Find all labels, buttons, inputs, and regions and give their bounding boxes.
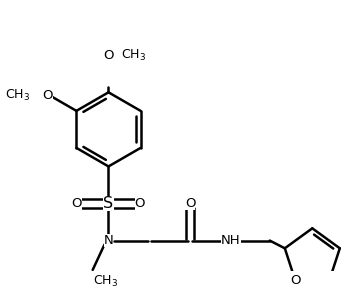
Text: O: O <box>135 197 145 210</box>
Text: O: O <box>72 197 82 210</box>
Text: O: O <box>290 274 300 287</box>
Text: O: O <box>42 88 53 102</box>
Text: O: O <box>103 49 114 62</box>
Text: N: N <box>104 234 114 247</box>
Text: CH$_3$: CH$_3$ <box>6 88 31 103</box>
Text: O: O <box>185 197 195 210</box>
Text: CH$_3$: CH$_3$ <box>121 48 146 63</box>
Text: CH$_3$: CH$_3$ <box>93 274 118 289</box>
Text: NH: NH <box>221 234 240 247</box>
Text: S: S <box>104 196 114 211</box>
